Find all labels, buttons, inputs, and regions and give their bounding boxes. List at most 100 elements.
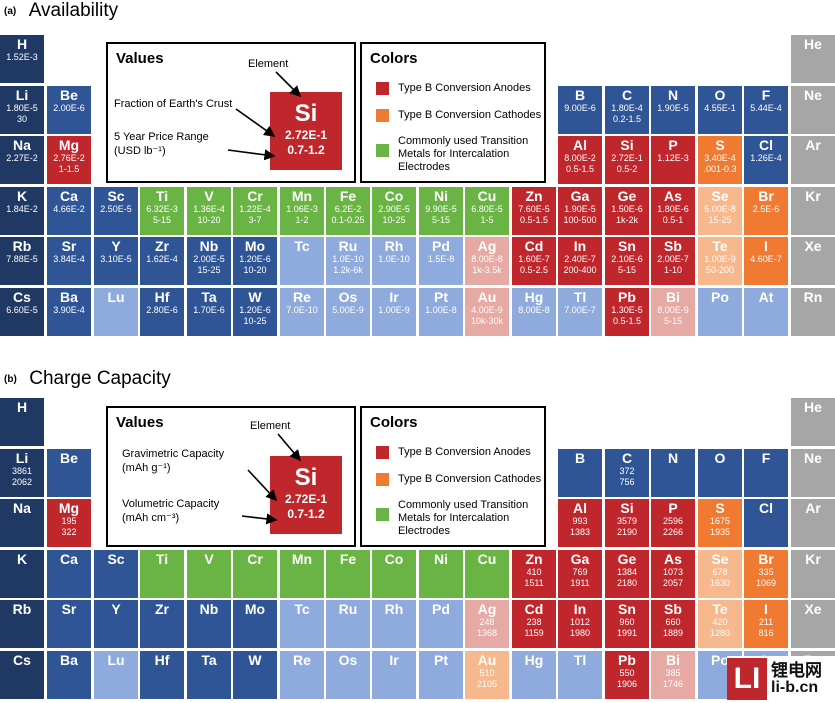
sample-symbol: Si [294,464,318,491]
element-symbol: Pt [434,652,448,668]
element-symbol: Cd [524,601,544,617]
element-symbol: K [16,188,28,204]
element-value-1: 2.00E-7 [657,254,689,264]
element-value-2: 2190 [616,527,638,537]
element-value-1: 2.00E-6 [53,103,85,113]
element-tile-y: Y [94,600,138,648]
element-value-1: 1.60E-7 [518,254,550,264]
element-symbol: Ru [338,601,358,617]
charge-capacity-panel: (b) Charge Capacity H He Li 3861 2062 Be B C 372… [0,368,835,703]
element-tile-ge: Ge 1.50E-6 1k-2k [605,187,649,235]
element-symbol: Lu [107,289,125,305]
element-value-1: 1.5E-8 [427,254,455,264]
element-symbol: Fe [339,551,357,567]
element-tile-li: Li 1.80E-5 30 [0,86,44,134]
element-tile-li: Li 3861 2062 [0,449,44,497]
element-symbol: Na [13,500,31,516]
element-symbol: Hf [154,289,170,305]
element-value-1: 7.0E-10 [286,305,318,315]
element-arrow [275,71,302,98]
element-symbol: N [667,87,679,103]
element-symbol: W [248,652,262,668]
element-value-2: 2266 [662,527,684,537]
element-symbol: Mg [58,137,80,153]
element-tile-o: O [698,449,742,497]
pointer-arrows [241,433,302,525]
element-tile-tc: Tc [280,600,324,648]
element-value-2: 15-25 [708,215,732,225]
element-symbol: S [715,137,725,153]
element-value-1: 660 [665,617,681,627]
element-tile-pd: Pd [419,600,463,648]
element-symbol: C [621,450,633,466]
element-value-1: 5.44E-4 [750,103,782,113]
element-symbol: S [715,500,725,516]
element-symbol: Te [712,238,728,254]
element-value-1: 6.2E-2 [334,204,362,214]
element-value-1: 1.62E-4 [146,254,178,264]
cathode-label: Type B Conversion Cathodes [398,109,542,121]
element-symbol: Hg [524,289,544,305]
element-tile-mn: Mn 1.06E-3 1-2 [280,187,324,235]
element-value-1: 1.36E-4 [193,204,225,214]
element-tile-mo: Mo 1.20E-6 10-20 [233,237,277,285]
transition-label-3: Electrodes [398,161,450,173]
element-tile-ni: Ni 9.90E-5 5-15 [419,187,463,235]
element-tile-tl: Tl [558,651,602,699]
element-tile-s: S 1675 1935 [698,499,742,547]
element-tile-n: N [651,449,695,497]
element-symbol: Cu [477,188,497,204]
element-symbol: Tl [573,289,587,305]
element-symbol: Pt [434,289,448,305]
element-tile-ba: Ba 3.90E-4 [47,288,91,336]
transition-label-2: Metals for Intercalation [398,148,510,160]
element-value-1: 2.50E-5 [100,204,132,214]
element-value-1: 1.20E-6 [239,305,271,315]
element-value-1: 1.70E-6 [193,305,225,315]
element-symbol: As [664,188,682,204]
watermark-url: li-b.cn [771,679,819,696]
element-tile-sb: Sb 660 1889 [651,600,695,648]
element-tile-ir: Ir [372,651,416,699]
element-symbol: H [16,399,28,415]
element-value-2: 3-7 [248,215,262,225]
element-tile-w: W 1.20E-6 10-25 [233,288,277,336]
element-value-1: 1.80E-5 [6,103,38,113]
element-symbol: Ga [570,551,590,567]
element-symbol: Cu [477,551,497,567]
element-value-1: 238 [526,617,542,627]
element-symbol: Ar [805,137,821,153]
element-value-1: 9.90E-5 [425,204,457,214]
element-value-2: 0.5-2.5 [519,265,549,275]
element-value-2: 1980 [569,628,591,638]
element-symbol: Ag [477,238,497,254]
element-symbol: Cl [759,500,773,516]
element-symbol: V [204,188,214,204]
element-value-1: 7.00E-7 [564,305,596,315]
element-tile-ru: Ru 1.0E-10 1.2k-6k [326,237,370,285]
element-value-1: 195 [61,516,77,526]
element-tile-sr: Sr 3.84E-4 [47,237,91,285]
element-value-1: 1.0E-10 [332,254,364,264]
element-tile-te: Te 420 1280 [698,600,742,648]
cathode-swatch [376,473,389,486]
element-tile-sr: Sr [47,600,91,648]
colors-legend: Colors Type B Conversion Anodes Type B C… [360,42,546,183]
volumetric-label: Volumetric Capacity [122,498,220,510]
transition-label-1: Commonly used Transition [398,499,529,511]
element-value-2: 2062 [11,477,33,487]
element-tile-cd: Cd 1.60E-7 0.5-2.5 [512,237,556,285]
element-value-2: 1069 [755,578,777,588]
element-symbol: Tl [573,652,587,668]
element-symbol: Re [293,289,311,305]
element-tile-cs: Cs [0,651,44,699]
element-tile-c: C 372 756 [605,449,649,497]
element-tile-cl: Cl 1.26E-4 [744,136,788,184]
element-value-2: 0.5-2 [616,164,638,174]
element-tile-i: I 4.60E-7 [744,237,788,285]
element-value-2: 1368 [476,628,498,638]
element-tile-re: Re [280,651,324,699]
element-tile-ar: Ar [791,499,835,547]
element-tile-cl: Cl [744,499,788,547]
element-symbol: Ti [155,188,169,204]
